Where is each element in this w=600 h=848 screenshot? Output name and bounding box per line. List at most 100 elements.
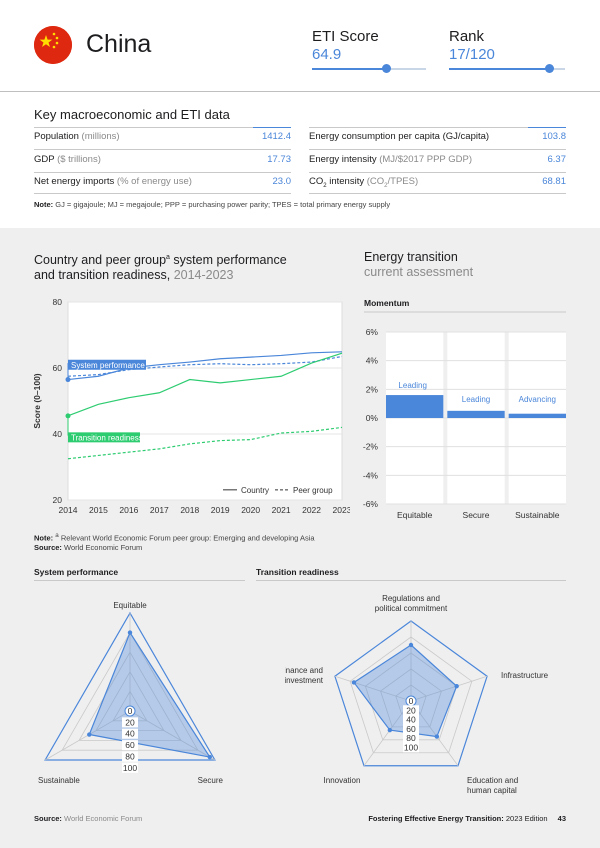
row-rule [309, 172, 566, 173]
title-part: system performance [169, 253, 287, 268]
ring-label: 80 [406, 733, 416, 743]
value-accent [253, 127, 291, 128]
radar-axis-label: human capital [467, 786, 517, 795]
row-label-sub: 2 [323, 182, 327, 189]
transition-panel-title: Energy transition current assessment [364, 250, 473, 280]
ring-label: 20 [125, 717, 135, 727]
row-label: Energy intensity [309, 154, 377, 165]
title-part: Country and peer group [34, 253, 167, 268]
bar-status-label: Advancing [519, 395, 556, 404]
ring-label: 60 [406, 724, 416, 734]
radar-point [387, 727, 393, 733]
radar-spoke [410, 675, 488, 702]
radar-point [434, 734, 440, 739]
macro-row: Energy consumption per capita (GJ/capita… [309, 131, 566, 142]
eti-score-knob [381, 64, 391, 73]
y-tick-label: 4% [366, 356, 379, 366]
title-part: and transition readiness, [34, 268, 171, 283]
x-tick-label: 2020 [241, 505, 260, 515]
y-tick-label: 2% [366, 384, 379, 394]
y-tick-label: 40 [53, 429, 63, 439]
eti-score-fill [312, 68, 386, 70]
momentum-bar-chart: Momentum 6% 4% 2% 0% -2% -4% -6% Leading Equitabl… [363, 298, 566, 520]
ring-label-bg [122, 728, 138, 739]
system-radar-title: System performance [34, 567, 119, 577]
y-tick-label: -6% [363, 499, 379, 509]
x-tick-label: 2019 [211, 505, 230, 515]
macro-left-top-rule [34, 127, 291, 128]
row-rule [309, 149, 566, 150]
ring-label: 40 [125, 729, 135, 739]
ring-zero-marker [124, 705, 136, 717]
radar-point [207, 754, 212, 760]
footer-source-text: World Economic Forum [61, 814, 143, 823]
y-axis-label: Score (0–100) [32, 373, 42, 428]
radar-axis-label: Infrastructure [501, 671, 549, 680]
row-unit-2: /TPES) [387, 176, 419, 187]
macro-row: CO2 intensity (CO2/TPES) 68.81 [309, 176, 566, 189]
ring-label-bg [122, 751, 138, 762]
radar-point [454, 683, 459, 689]
row-label: Energy consumption per capita (GJ/capita… [309, 131, 490, 142]
row-value: 103.8 [542, 131, 566, 142]
country-name: China [86, 30, 152, 58]
macro-right-top-rule [309, 127, 566, 128]
radar-axis-label: Education and [467, 776, 518, 785]
radar-axis-label: Finance and [285, 666, 323, 675]
radar-title-rule [256, 580, 566, 581]
radar-point [351, 680, 357, 685]
ring-label: 20 [406, 705, 416, 715]
x-category-label: Equitable [397, 510, 433, 520]
radar-title-rule [34, 580, 245, 581]
ring-label-bg [403, 714, 419, 725]
macro-note: Note: GJ = gigajoule; MJ = megajoule; PP… [34, 200, 390, 209]
footer-report-bold: Fostering Effective Energy Transition: [368, 814, 504, 823]
row-unit: (CO [366, 176, 385, 187]
ring-label: 100 [123, 763, 137, 773]
x-tick-label: 2015 [89, 505, 108, 515]
note-bold: Note: [34, 200, 54, 209]
source-text: World Economic Forum [61, 542, 143, 552]
row-value: 1412.4 [261, 131, 291, 142]
radar-area [88, 631, 212, 758]
momentum-bar [447, 410, 505, 418]
perf-note: Note: a Relevant World Economic Forum pe… [34, 532, 315, 552]
ring-label-bg [403, 742, 419, 753]
radar-axis-label: Innovation [324, 776, 361, 785]
row-label: CO [309, 176, 324, 187]
macro-row: Energy intensity (MJ/$2017 PPP GDP) 6.37 [309, 154, 566, 165]
radar-ring [349, 636, 473, 754]
row-rule [309, 193, 566, 194]
row-value: 17.73 [267, 154, 291, 165]
ring-label: 100 [404, 742, 418, 752]
footer-source-bold: Source: [34, 814, 62, 823]
bar-status-label: Leading [462, 395, 490, 404]
momentum-title: Momentum [364, 298, 410, 308]
x-category-label: Secure [463, 510, 490, 520]
radar-spoke [129, 710, 216, 761]
eti-score-value: 64.9 [312, 46, 342, 63]
ring-label: 60 [125, 740, 135, 750]
radar-axis-label: Sustainable [38, 776, 80, 785]
transition-label: Transition readiness [71, 433, 143, 442]
row-value: 23.0 [272, 176, 292, 187]
radar-axis-label: investment [285, 676, 324, 685]
rank-bar [449, 64, 565, 73]
row-unit-sub: 2 [384, 182, 388, 189]
footer-source: Source: World Economic Forum [34, 814, 142, 823]
radar-point [127, 630, 133, 635]
y-tick-label: 6% [366, 327, 379, 337]
momentum-bar [508, 413, 566, 418]
x-tick-label: 2018 [180, 505, 199, 515]
y-tick-label: 0% [366, 413, 379, 423]
row-rule [34, 149, 291, 150]
page-number: 43 [557, 814, 566, 823]
title-sup: a [166, 254, 170, 261]
transition-label-box [68, 432, 140, 443]
x-category-label: Sustainable [515, 510, 560, 520]
ring-label-bg [122, 762, 138, 773]
title-part: current assessment [364, 265, 474, 279]
rank-label: Rank [449, 28, 485, 45]
macro-row: Population (millions) 1412.4 [34, 131, 291, 142]
radar-axis-label: Regulations and [382, 594, 440, 603]
